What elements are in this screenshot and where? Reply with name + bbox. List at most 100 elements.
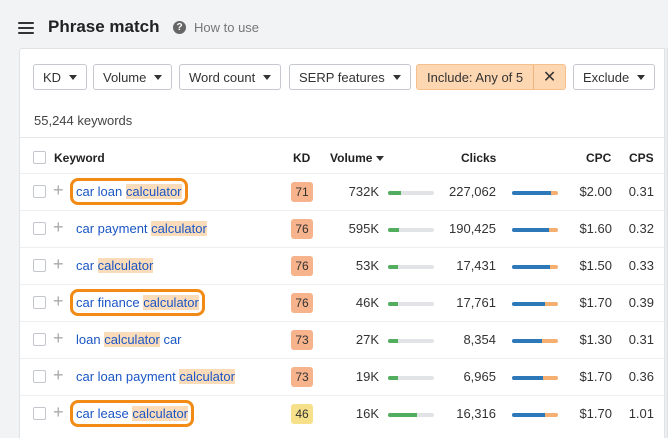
clicks-value: 16,316	[456, 406, 496, 421]
volume-filter-button[interactable]: Volume	[93, 64, 173, 90]
add-to-list-icon[interactable]: +	[53, 291, 64, 311]
add-to-list-icon[interactable]: +	[53, 365, 64, 385]
volume-value: 46K	[355, 295, 379, 310]
chevron-down-icon	[263, 74, 272, 80]
table-row: + car calculator 76 53K 17,431 $1.50 0.33	[20, 247, 666, 284]
cps-value: 0.36	[628, 369, 654, 384]
cpc-value: $2.00	[579, 184, 612, 199]
row-checkbox[interactable]	[33, 333, 46, 346]
add-to-list-icon[interactable]: +	[53, 254, 64, 274]
column-kd[interactable]: KD	[293, 151, 311, 165]
serp-features-filter-button[interactable]: SERP features	[289, 64, 411, 90]
keyword-link[interactable]: car loan calculator	[70, 178, 188, 205]
keyword-link[interactable]: car calculator	[76, 258, 154, 273]
clicks-bar-organic	[512, 302, 546, 306]
table-header: Keyword KD Volume Clicks CPC CPS	[20, 145, 666, 171]
cpc-value: $1.70	[579, 406, 612, 421]
keyword-link[interactable]: car loan payment calculator	[76, 369, 235, 384]
panel-edge	[665, 48, 668, 438]
clicks-bar-organic	[512, 376, 544, 380]
volume-bar	[388, 413, 434, 417]
volume-bar-fill	[388, 265, 399, 269]
row-checkbox[interactable]	[33, 407, 46, 420]
divider	[20, 137, 666, 138]
clicks-bar	[512, 339, 558, 343]
add-to-list-icon[interactable]: +	[53, 328, 64, 348]
clicks-bar	[512, 302, 558, 306]
volume-bar-fill	[388, 339, 399, 343]
column-volume-label: Volume	[330, 151, 373, 165]
add-to-list-icon[interactable]: +	[53, 217, 64, 237]
kd-badge: 71	[291, 182, 313, 202]
keyword-text: car loan	[76, 184, 126, 199]
keyword-link[interactable]: car lease calculator	[69, 400, 195, 427]
row-checkbox[interactable]	[33, 296, 46, 309]
keyword-highlight: calculator	[97, 258, 154, 273]
clicks-bar-paid	[543, 376, 558, 380]
cpc-value: $1.50	[579, 258, 612, 273]
keyword-text: loan	[76, 332, 105, 347]
include-filter-button[interactable]: Include: Any of 5 ✕	[416, 64, 567, 90]
volume-value: 53K	[355, 258, 379, 273]
chevron-down-icon	[154, 74, 163, 80]
row-checkbox[interactable]	[33, 370, 46, 383]
volume-filter-label: Volume	[103, 69, 147, 85]
keyword-highlight: calculator	[104, 332, 160, 347]
keyword-text: car	[159, 332, 182, 347]
keyword-text: car payment	[76, 221, 152, 236]
column-keyword[interactable]: Keyword	[54, 151, 105, 165]
volume-value: 27K	[355, 332, 379, 347]
clicks-bar-paid	[545, 413, 558, 417]
cps-value: 0.32	[628, 221, 654, 236]
hamburger-menu-icon[interactable]	[18, 22, 34, 34]
add-to-list-icon[interactable]: +	[53, 402, 64, 422]
question-circle-icon[interactable]: ?	[173, 21, 186, 34]
clicks-bar	[512, 228, 558, 232]
kd-filter-button[interactable]: KD	[33, 64, 88, 90]
keyword-highlight: calculator	[125, 184, 182, 199]
volume-value: 19K	[355, 369, 379, 384]
column-cpc[interactable]: CPC	[586, 151, 612, 165]
clicks-value: 17,761	[456, 295, 496, 310]
cpc-value: $1.60	[579, 221, 612, 236]
add-to-list-icon[interactable]: +	[53, 180, 64, 200]
how-to-use-link[interactable]: How to use	[194, 20, 260, 35]
column-cps[interactable]: CPS	[629, 151, 654, 165]
keyword-text: car finance	[76, 295, 144, 310]
volume-bar	[388, 376, 434, 380]
table-row: + car finance calculator 76 46K 17,761 $1.70 0…	[20, 284, 666, 321]
clicks-value: 227,062	[449, 184, 496, 199]
clicks-value: 8,354	[463, 332, 496, 347]
clicks-value: 190,425	[449, 221, 496, 236]
exclude-filter-button[interactable]: Exclude	[573, 64, 656, 90]
row-checkbox[interactable]	[33, 185, 46, 198]
volume-value: 595K	[348, 221, 379, 236]
column-clicks[interactable]: Clicks	[461, 151, 497, 165]
select-all-checkbox[interactable]	[33, 151, 46, 164]
kd-badge: 76	[291, 293, 313, 313]
word-count-filter-button[interactable]: Word count	[179, 64, 282, 90]
row-checkbox[interactable]	[33, 259, 46, 272]
keyword-link[interactable]: car finance calculator	[70, 289, 205, 316]
keyword-highlight: calculator	[179, 369, 235, 384]
volume-bar	[388, 191, 434, 195]
include-filter-label: Include: Any of 5	[427, 69, 524, 85]
exclude-filter-label: Exclude	[583, 69, 630, 85]
row-checkbox[interactable]	[33, 222, 46, 235]
keywords-panel: KD Volume Word count SERP features Inclu…	[19, 48, 666, 438]
close-icon[interactable]: ✕	[533, 65, 565, 89]
table-row: + car payment calculator 76 595K 190,425 $1.6…	[20, 210, 666, 247]
kd-badge: 73	[291, 330, 313, 350]
volume-bar	[388, 265, 434, 269]
volume-value: 732K	[348, 184, 379, 199]
keyword-link[interactable]: loan calculator car	[76, 332, 182, 347]
volume-bar	[388, 302, 434, 306]
keyword-text: car	[76, 258, 98, 273]
column-volume[interactable]: Volume	[330, 151, 385, 165]
page-title: Phrase match	[48, 17, 160, 36]
keyword-highlight: calculator	[151, 221, 207, 236]
clicks-bar-organic	[512, 413, 546, 417]
cps-value: 0.39	[628, 295, 654, 310]
clicks-bar-paid	[549, 265, 558, 269]
keyword-link[interactable]: car payment calculator	[76, 221, 207, 236]
